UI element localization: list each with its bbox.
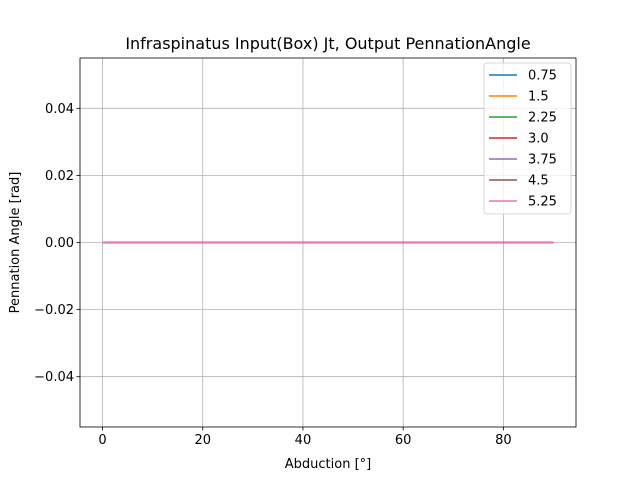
- x-tick-label: 0: [98, 433, 106, 448]
- legend-label: 2.25: [528, 111, 557, 126]
- y-axis: −0.04 −0.02 0.00 0.02 0.04: [34, 102, 80, 385]
- x-tick-label: 60: [395, 433, 412, 448]
- x-tick-label: 20: [194, 433, 211, 448]
- legend-label: 3.75: [528, 153, 557, 168]
- legend-label: 3.0: [528, 132, 549, 147]
- x-tick-label: 80: [495, 433, 512, 448]
- legend-label: 0.75: [528, 69, 557, 84]
- legend-label: 5.25: [528, 195, 557, 210]
- y-tick-label: −0.02: [34, 303, 74, 318]
- legend-label: 1.5: [528, 90, 549, 105]
- x-tick-label: 40: [295, 433, 312, 448]
- y-tick-label: 0.02: [45, 169, 74, 184]
- y-tick-label: −0.04: [34, 370, 74, 385]
- y-tick-label: 0.04: [45, 102, 74, 117]
- x-axis-label: Abduction [°]: [285, 457, 371, 472]
- chart-title: Infraspinatus Input(Box) Jt, Output Penn…: [125, 34, 530, 53]
- legend-box: [483, 62, 572, 215]
- y-tick-label: 0.00: [45, 236, 74, 251]
- x-axis: 0 20 40 60 80: [98, 427, 512, 448]
- y-axis-label: Pennation Angle [rad]: [8, 172, 23, 314]
- legend-label: 4.5: [528, 174, 549, 189]
- legend: 0.75 1.5 2.25 3.0 3.75 4.5 5.25: [483, 62, 572, 215]
